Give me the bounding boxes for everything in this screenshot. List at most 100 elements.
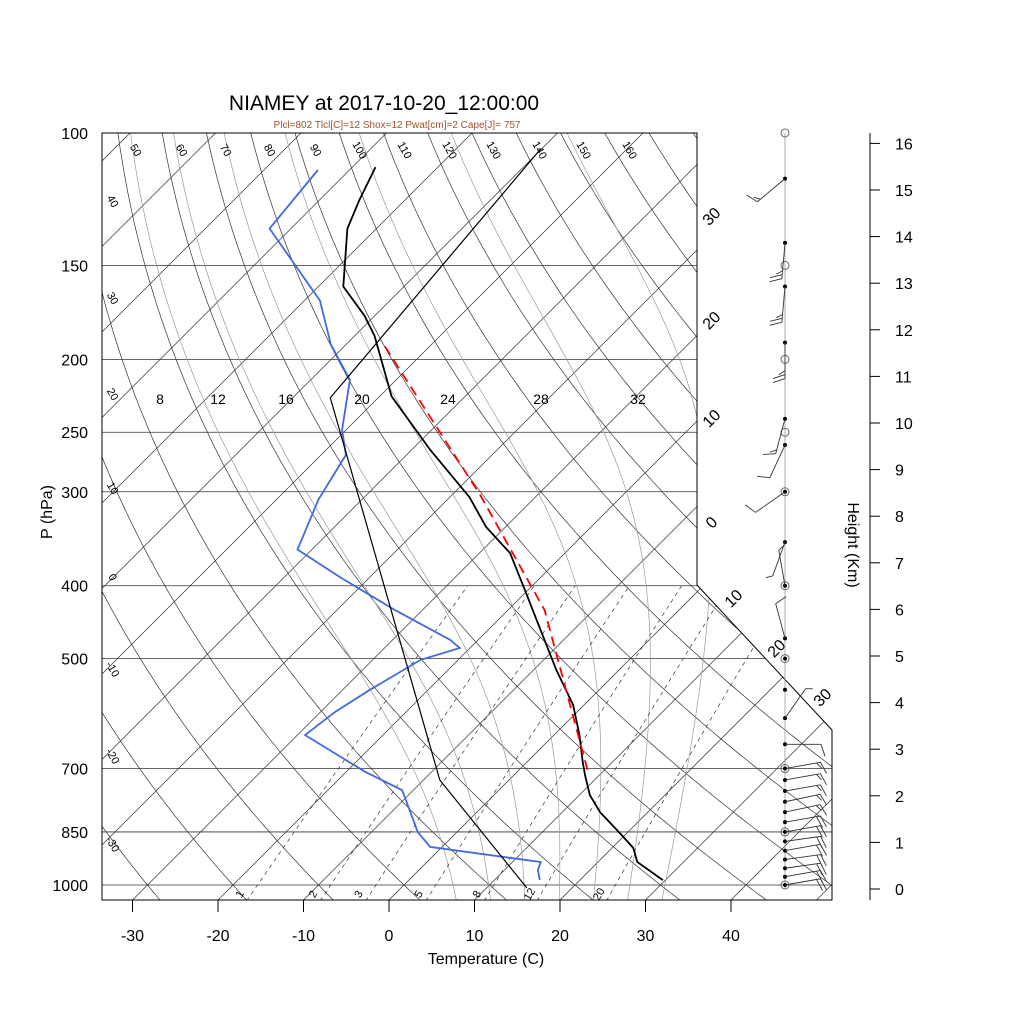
height-tick-label: 1	[895, 835, 904, 852]
isotherm-line	[102, 133, 490, 900]
dry-adiabat-line	[595, 133, 832, 900]
height-tick-label: 4	[895, 696, 904, 713]
height-tick-label: 7	[895, 556, 904, 573]
wind-barb-flag	[815, 805, 822, 811]
dry-adiabat-line	[102, 133, 164, 900]
dry-adiabat-line	[102, 133, 512, 900]
mixing-ratio-line	[365, 585, 576, 900]
mixing-ratio-line	[319, 585, 535, 900]
wind-barb-staff	[757, 178, 786, 203]
dry-adiabat-label: 160	[619, 140, 639, 162]
mandatory-level-marker	[780, 581, 790, 591]
mixing-ratio-label: 12	[522, 886, 539, 903]
moist-adiabat-line	[284, 133, 561, 900]
wind-barb-flag	[820, 744, 826, 757]
height-tick-label: 8	[895, 509, 904, 526]
dry-adiabat-label: 0	[105, 572, 118, 583]
mandatory-level-marker	[780, 827, 790, 837]
wind-barb-flag	[816, 826, 823, 838]
mixing-ratio-line	[483, 585, 682, 900]
wind-barb-flag	[820, 784, 827, 797]
wind-barb-flag	[819, 794, 828, 806]
wind-barb-flag	[820, 825, 827, 838]
temperature-line	[342, 166, 664, 881]
wind-barb-staff	[784, 773, 821, 781]
dry-adiabat-label: 80	[261, 142, 278, 159]
height-tick-label: 12	[895, 323, 913, 340]
dry-adiabat-label: -30	[103, 835, 121, 855]
reference-line	[329, 148, 542, 889]
wind-barb-flag	[772, 378, 786, 384]
wind-barb-flag	[816, 854, 823, 867]
mixing-ratio-line	[246, 585, 469, 900]
wind-barb-staff	[784, 835, 821, 842]
wind-barb-flag	[753, 196, 761, 200]
wind-barb-flag	[816, 816, 823, 828]
mandatory-level-marker	[780, 880, 790, 890]
height-axis-label: Height (Km)	[844, 502, 861, 587]
moist-adiabat-label: 16	[278, 391, 294, 407]
wind-barb-flag	[816, 844, 823, 857]
mixing-ratio-label: 8	[471, 889, 484, 900]
dry-adiabat-label: 50	[127, 142, 144, 159]
isotherm-label: 10	[722, 587, 747, 612]
wind-barb-flag	[763, 453, 776, 455]
wind-barb-flag	[816, 863, 823, 876]
height-tick-label: 10	[895, 416, 913, 433]
dry-adiabat-label: -20	[103, 747, 121, 767]
mixing-ratio-label: 1	[234, 889, 247, 900]
height-tick-label: 0	[895, 882, 904, 899]
wind-barb-flag	[769, 321, 782, 326]
wind-barb-flag	[816, 870, 823, 883]
x-axis-label: Temperature (C)	[428, 951, 544, 968]
mandatory-level-marker	[780, 128, 790, 138]
wind-barb-flag	[769, 317, 783, 322]
wind-barb-flag	[769, 449, 777, 453]
wind-barb-flag	[819, 804, 828, 816]
isotherm-label: 10	[700, 407, 725, 432]
wind-barb-staff	[784, 870, 821, 878]
wind-barb-flag	[769, 274, 783, 279]
dry-adiabat-label: 150	[573, 140, 593, 162]
height-tick-label: 2	[895, 789, 904, 806]
pressure-tick-label: 300	[61, 485, 88, 502]
wind-barb-staff	[784, 843, 821, 852]
wind-barb-staff	[784, 825, 821, 833]
moist-adiabat-label: 28	[533, 391, 549, 407]
x-tick-label: -20	[206, 928, 229, 945]
isotherm-line	[102, 133, 832, 900]
moist-adiabat-label: 24	[440, 391, 456, 407]
dry-adiabat-line	[102, 133, 251, 900]
chart-title: NIAMEY at 2017-10-20_12:00:00	[229, 92, 539, 115]
dry-adiabat-label: 110	[395, 140, 414, 161]
wind-barb-flag	[775, 596, 787, 605]
dry-adiabat-label: 70	[217, 142, 234, 159]
dry-adiabat-line	[202, 133, 773, 900]
wind-barb-staff	[755, 491, 786, 513]
mixing-ratio-line	[606, 585, 791, 900]
wind-barb-flag	[769, 278, 782, 283]
wind-barb-flag	[778, 370, 786, 375]
dry-adiabat-line	[159, 133, 686, 900]
wind-barb-flag	[816, 879, 823, 891]
moist-adiabat-label: 20	[354, 391, 370, 407]
wind-barb-flag	[820, 854, 827, 867]
moist-adiabat-line	[173, 133, 492, 900]
mixing-ratio-label: 20	[591, 886, 608, 903]
chart-subtitle: Plcl=802 Tlcl[C]=12 Shox=12 Pwat[cm]=2 C…	[274, 120, 521, 131]
dry-adiabat-line	[507, 133, 832, 900]
wind-barb-flag	[820, 870, 827, 882]
height-tick-label: 11	[895, 369, 912, 386]
dry-adiabat-label: 10	[104, 480, 121, 497]
wind-barb-staff	[784, 804, 821, 813]
wind-barb-staff	[784, 854, 821, 860]
x-tick-label: -10	[292, 928, 315, 945]
wind-barb-flag	[820, 762, 827, 774]
dry-adiabat-line	[102, 133, 338, 900]
wind-barb-staff	[784, 862, 821, 869]
dry-adiabat-label: 130	[483, 140, 503, 162]
wind-barb-staff	[775, 418, 786, 454]
wind-barb-staff	[784, 793, 821, 803]
